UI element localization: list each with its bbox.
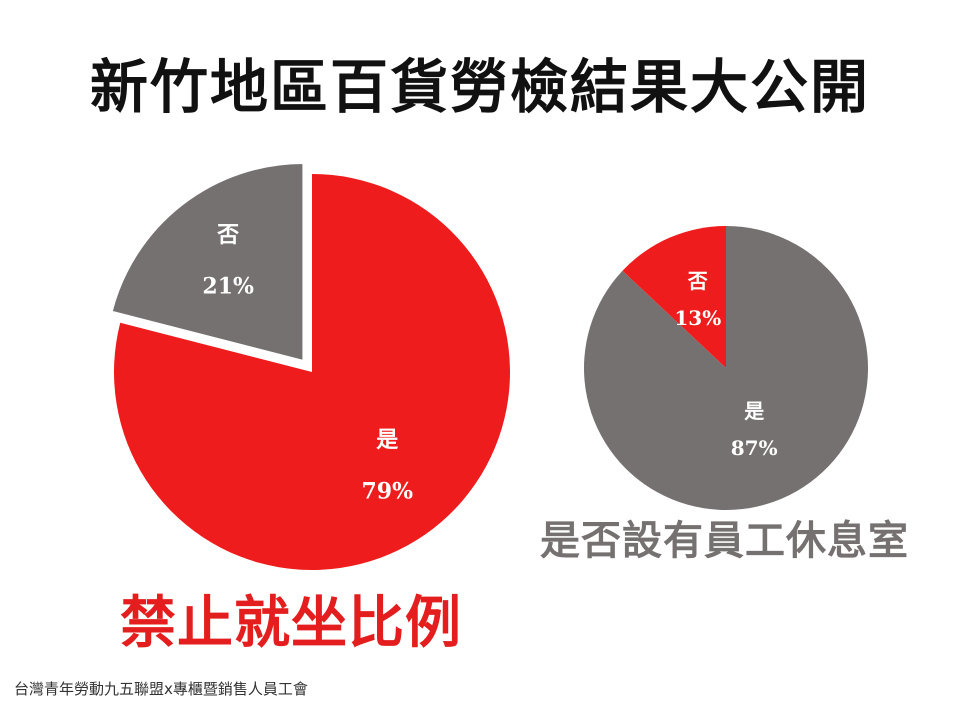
chart-title-break-room: 是否設有員工休息室 — [540, 517, 909, 564]
slice-percent-label: 21% — [202, 274, 254, 300]
footer-credit: 台灣青年勞動九五聯盟x專櫃暨銷售人員工會 — [14, 680, 308, 698]
slice-category-label: 是 — [743, 399, 764, 423]
slice-percent-label: 79% — [361, 479, 413, 505]
pie-slice-no — [622, 226, 726, 368]
chart-title-seating-ban: 禁止就坐比例 — [120, 590, 462, 656]
slice-category-label: 是 — [376, 427, 398, 453]
pie-slice-yes — [114, 174, 511, 570]
slice-percent-label: 87% — [731, 436, 778, 460]
pie-slice-no — [110, 161, 305, 363]
slice-category-label: 否 — [687, 269, 708, 293]
pie-chart-seating-ban: 是 79% 否 21% — [110, 161, 511, 570]
page-title: 新竹地區百貨勞檢結果大公開 — [89, 53, 870, 121]
slice-percent-label: 13% — [674, 306, 721, 330]
slice-category-label: 否 — [216, 222, 239, 248]
pie-chart-break-room: 是 87% 否 13% — [584, 226, 868, 510]
